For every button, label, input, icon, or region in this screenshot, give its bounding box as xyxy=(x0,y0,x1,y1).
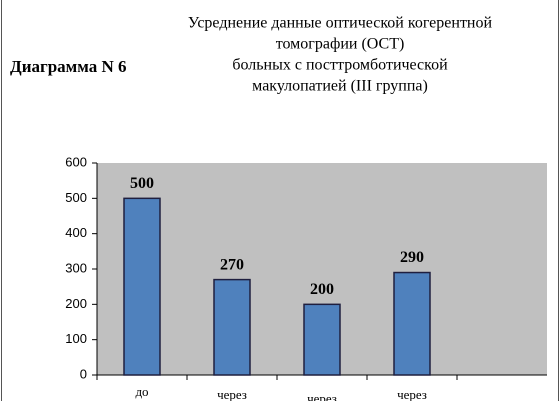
chart-title: Усреднение данные оптической когерентной xyxy=(188,15,493,32)
y-tick-label: 0 xyxy=(80,366,87,381)
data-label: 500 xyxy=(130,175,154,192)
bar xyxy=(123,197,161,376)
y-tick-label: 300 xyxy=(65,260,87,275)
diagram-label: Диаграмма N 6 xyxy=(10,57,127,76)
chart-title: томографии (ОСТ) xyxy=(276,36,405,53)
bar xyxy=(393,271,431,376)
x-tick-label: до xyxy=(135,384,148,399)
bar xyxy=(303,303,341,376)
y-tick-label: 400 xyxy=(65,225,87,240)
x-tick-label: через xyxy=(217,387,247,401)
chart-title: больных с посттромботической xyxy=(232,57,448,74)
x-tick-label: через xyxy=(397,387,427,401)
y-tick-label: 500 xyxy=(65,190,87,205)
y-tick-label: 100 xyxy=(65,331,87,346)
chart-title: макулопатией (III группа) xyxy=(252,78,428,95)
y-tick-label: 600 xyxy=(65,154,87,169)
data-label: 200 xyxy=(310,281,334,298)
x-tick-label: через xyxy=(307,391,337,401)
y-tick-label: 200 xyxy=(65,296,87,311)
bar xyxy=(213,278,251,376)
data-label: 290 xyxy=(400,249,424,266)
data-label: 270 xyxy=(220,256,244,273)
